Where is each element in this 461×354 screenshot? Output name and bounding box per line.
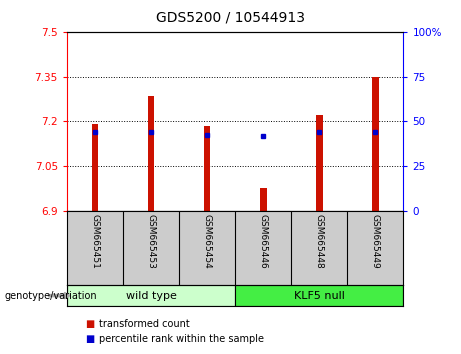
Bar (204, 126, 210, 211)
Text: GDS5200 / 10544913: GDS5200 / 10544913 (156, 11, 305, 25)
Text: ■: ■ (85, 334, 95, 344)
Text: GSM665454: GSM665454 (202, 214, 212, 269)
Bar (372, 77, 378, 211)
Text: GSM665449: GSM665449 (371, 214, 380, 269)
Text: genotype/variation: genotype/variation (5, 291, 97, 301)
Text: KLF5 null: KLF5 null (294, 291, 345, 301)
Text: GSM665446: GSM665446 (259, 214, 268, 269)
Text: GSM665448: GSM665448 (315, 214, 324, 269)
Bar (92, 124, 98, 211)
Bar (316, 115, 323, 211)
Bar (148, 96, 154, 211)
Bar (235, 285, 403, 306)
Text: GSM665451: GSM665451 (90, 214, 100, 269)
Bar (260, 188, 266, 211)
Text: transformed count: transformed count (99, 319, 190, 329)
Text: GSM665453: GSM665453 (147, 214, 155, 269)
Text: wild type: wild type (125, 291, 177, 301)
Text: ■: ■ (85, 319, 95, 329)
Bar (67, 285, 235, 306)
Text: percentile rank within the sample: percentile rank within the sample (99, 334, 264, 344)
